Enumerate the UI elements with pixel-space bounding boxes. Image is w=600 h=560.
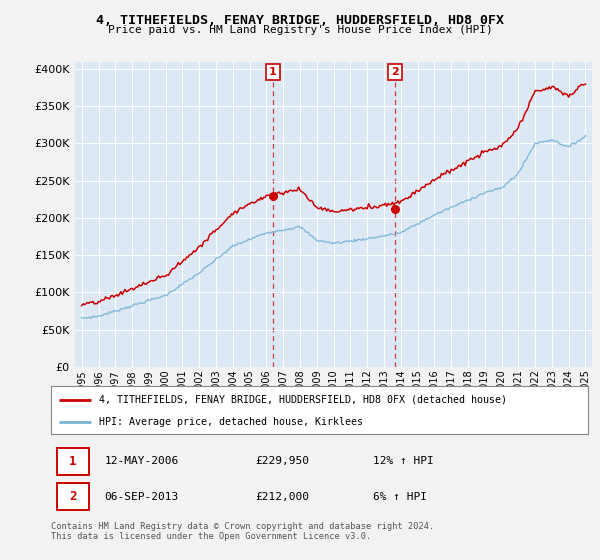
Text: 6% ↑ HPI: 6% ↑ HPI bbox=[373, 492, 427, 502]
Text: Price paid vs. HM Land Registry's House Price Index (HPI): Price paid vs. HM Land Registry's House … bbox=[107, 25, 493, 35]
Text: Contains HM Land Registry data © Crown copyright and database right 2024.
This d: Contains HM Land Registry data © Crown c… bbox=[51, 522, 434, 542]
FancyBboxPatch shape bbox=[58, 447, 89, 475]
Text: 1: 1 bbox=[69, 455, 77, 468]
Text: 12-MAY-2006: 12-MAY-2006 bbox=[105, 456, 179, 466]
Text: 4, TITHEFIELDS, FENAY BRIDGE, HUDDERSFIELD, HD8 0FX: 4, TITHEFIELDS, FENAY BRIDGE, HUDDERSFIE… bbox=[96, 14, 504, 27]
Text: £212,000: £212,000 bbox=[255, 492, 309, 502]
Text: 12% ↑ HPI: 12% ↑ HPI bbox=[373, 456, 434, 466]
Text: 06-SEP-2013: 06-SEP-2013 bbox=[105, 492, 179, 502]
Text: 2: 2 bbox=[69, 491, 77, 503]
FancyBboxPatch shape bbox=[58, 483, 89, 511]
Text: £229,950: £229,950 bbox=[255, 456, 309, 466]
Text: 2: 2 bbox=[392, 67, 399, 77]
Text: HPI: Average price, detached house, Kirklees: HPI: Average price, detached house, Kirk… bbox=[100, 417, 364, 427]
Text: 1: 1 bbox=[269, 67, 277, 77]
Text: 4, TITHEFIELDS, FENAY BRIDGE, HUDDERSFIELD, HD8 0FX (detached house): 4, TITHEFIELDS, FENAY BRIDGE, HUDDERSFIE… bbox=[100, 395, 508, 405]
